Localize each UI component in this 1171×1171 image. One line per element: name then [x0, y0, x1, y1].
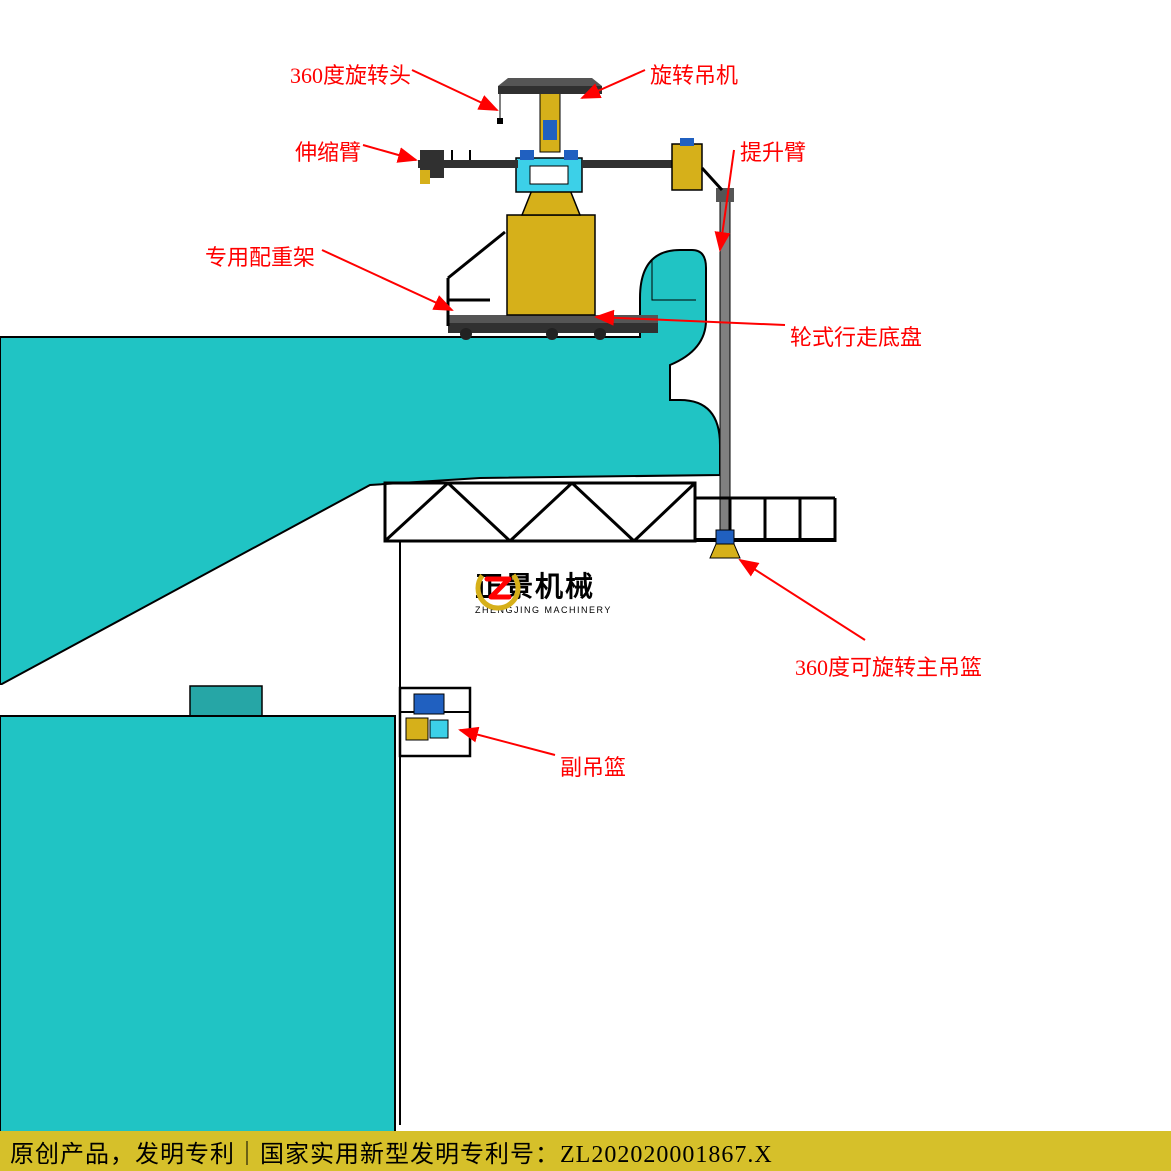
- footer-bar: 原创产品，发明专利｜国家实用新型发明专利号：ZL202020001867.X: [0, 1131, 1171, 1171]
- label-counterweight: 专用配重架: [205, 240, 315, 272]
- logo-icon: [475, 565, 521, 611]
- company-logo: 正景机械 ZHENGJING MACHINERY: [475, 565, 612, 615]
- label-rotating-crane: 旋转吊机: [650, 58, 738, 90]
- label-lifting-arm: 提升臂: [740, 135, 806, 167]
- label-chassis: 轮式行走底盘: [790, 320, 922, 352]
- sub-basket-assembly: [400, 541, 470, 1125]
- truss-platform: [385, 483, 835, 558]
- label-main-basket: 360度可旋转主吊篮: [795, 650, 982, 682]
- label-telescopic-arm: 伸缩臂: [295, 135, 361, 167]
- bridge-structure: [0, 250, 720, 1136]
- footer-text: 原创产品，发明专利｜国家实用新型发明专利号：ZL202020001867.X: [10, 1134, 773, 1169]
- label-sub-basket: 副吊篮: [560, 750, 626, 782]
- label-rotating-head: 360度旋转头: [290, 58, 411, 90]
